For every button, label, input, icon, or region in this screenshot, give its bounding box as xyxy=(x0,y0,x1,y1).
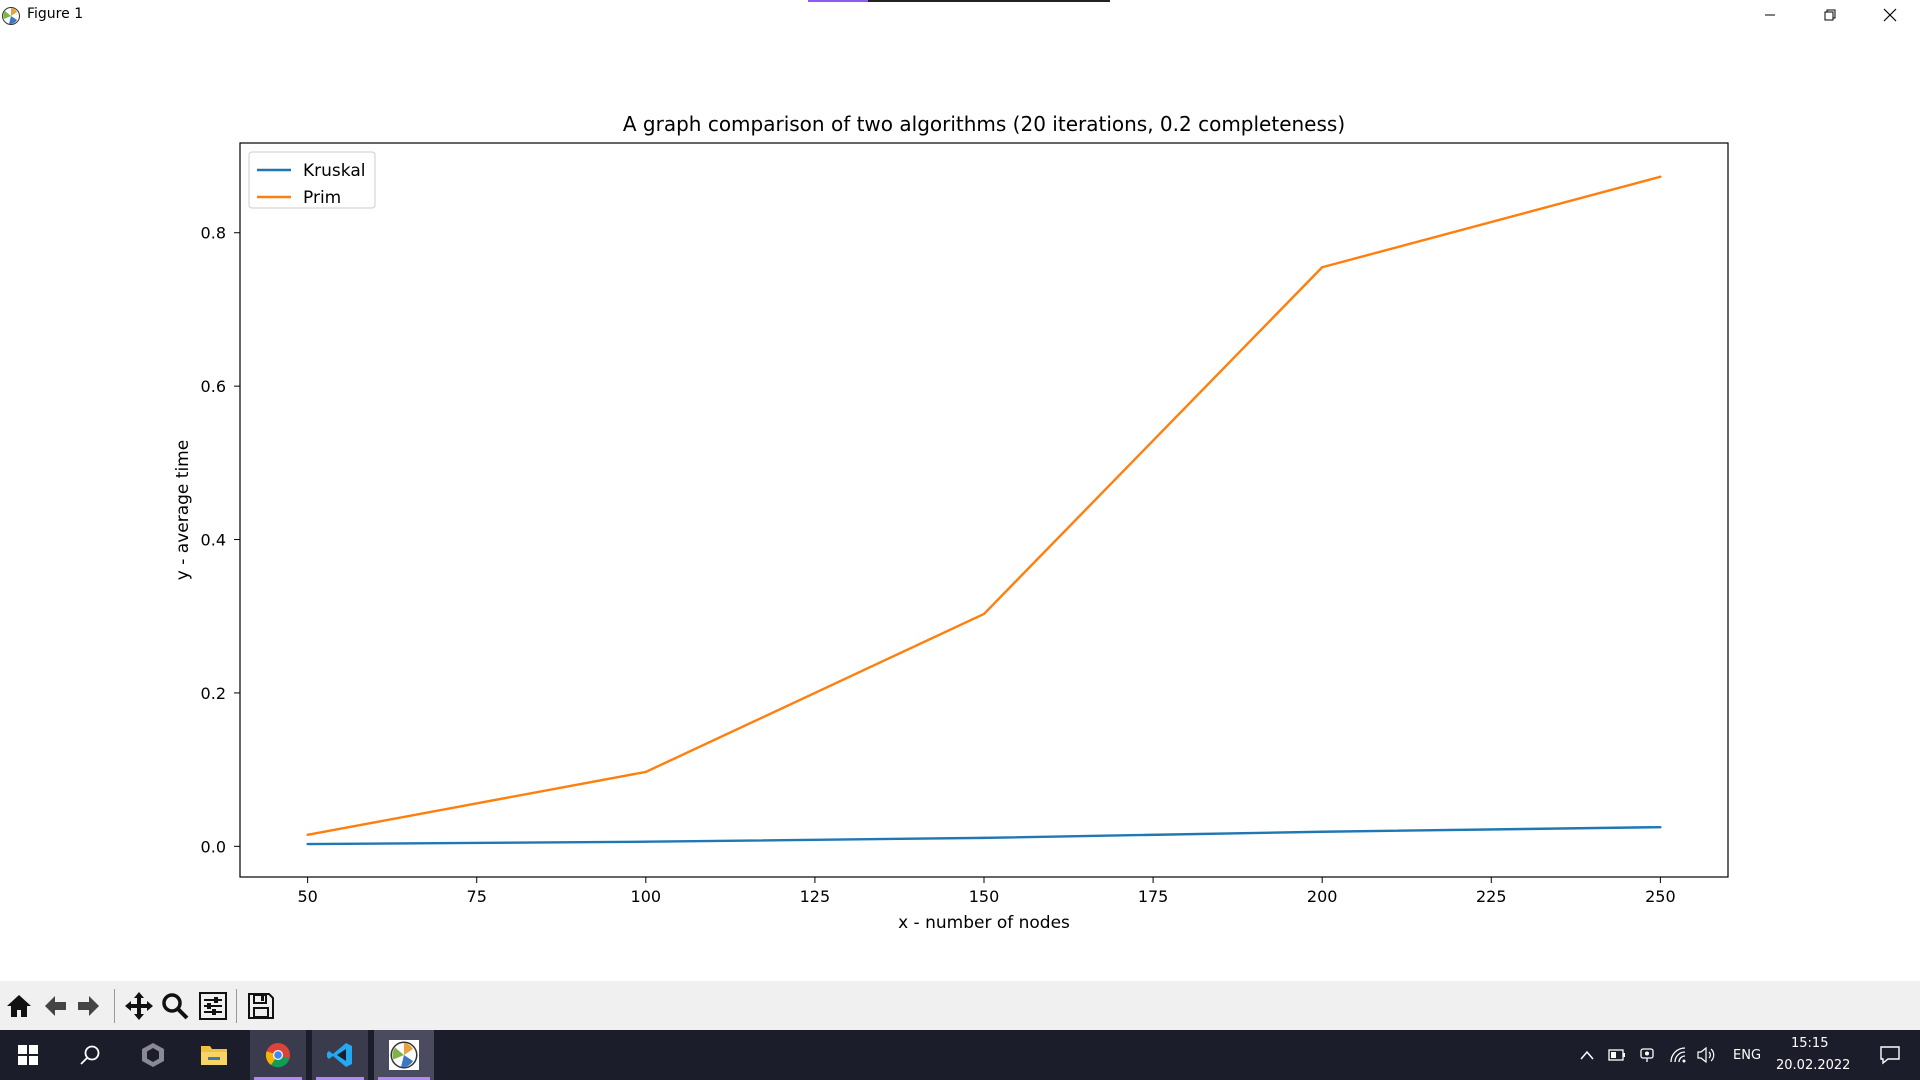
back-arrow-icon xyxy=(45,996,66,1016)
wifi-icon xyxy=(1670,1047,1686,1063)
home-button[interactable] xyxy=(2,989,36,1023)
series-line-prim xyxy=(307,175,1661,836)
legend-label-kruskal: Kruskal xyxy=(303,161,365,181)
close-button[interactable] xyxy=(1860,0,1920,30)
search-icon xyxy=(80,1045,100,1065)
x-axis-label: x - number of nodes xyxy=(898,913,1070,933)
figure-canvas: A graph comparison of two algorithms (20… xyxy=(173,112,1729,933)
zoom-icon xyxy=(162,993,189,1020)
action-center-button[interactable] xyxy=(1866,1030,1914,1080)
network-status[interactable] xyxy=(1664,1030,1692,1080)
data-point-kruskal xyxy=(306,842,309,846)
data-point-prim xyxy=(1320,266,1324,269)
y-axis-label: y - average time xyxy=(173,440,193,580)
x-tick-label: 250 xyxy=(1645,887,1676,906)
data-point-prim xyxy=(1659,175,1662,178)
axes-frame xyxy=(239,142,1729,878)
x-tick-label: 50 xyxy=(297,887,317,906)
data-point-prim xyxy=(982,612,986,616)
webcam-icon xyxy=(1640,1048,1654,1062)
taskbar-chrome[interactable] xyxy=(250,1030,306,1080)
home-icon xyxy=(7,995,31,1017)
save-button[interactable] xyxy=(244,989,278,1023)
toolbar-separator xyxy=(236,989,237,1023)
speaker-icon xyxy=(1697,1047,1715,1063)
clock-date[interactable]: 20.02.2022 xyxy=(1776,1058,1851,1073)
restore-icon xyxy=(1824,9,1836,21)
legend-label-prim: Prim xyxy=(303,188,341,208)
pan-icon xyxy=(125,992,153,1020)
data-point-kruskal xyxy=(644,840,648,843)
taskbar-vscode[interactable] xyxy=(312,1030,368,1080)
x-tick-label: 125 xyxy=(800,887,831,906)
windows-start-icon xyxy=(18,1045,38,1065)
chevron-up-icon xyxy=(1580,1050,1594,1060)
configure-subplots-icon xyxy=(199,992,227,1020)
x-tick-label: 75 xyxy=(467,887,487,906)
x-tick-label: 200 xyxy=(1307,887,1338,906)
data-point-kruskal xyxy=(1320,830,1324,833)
chart-title: A graph comparison of two algorithms (20… xyxy=(623,112,1345,136)
pan-button[interactable] xyxy=(122,989,156,1023)
window-titlebar: Figure 1 xyxy=(0,0,1920,30)
chrome-icon xyxy=(265,1043,290,1068)
data-point-prim xyxy=(306,833,309,837)
search-button[interactable] xyxy=(62,1030,118,1080)
y-tick-label: 0.2 xyxy=(201,684,226,703)
y-tick-label: 0.4 xyxy=(201,531,226,550)
unity-icon xyxy=(142,1043,164,1067)
legend-box xyxy=(248,151,376,209)
window-title: Figure 1 xyxy=(27,6,84,22)
data-point-prim xyxy=(644,770,648,774)
taskbar-unity[interactable] xyxy=(125,1030,181,1080)
minimize-button[interactable] xyxy=(1740,0,1800,30)
y-tick-label: 0.0 xyxy=(201,837,226,856)
language-indicator[interactable]: ENG xyxy=(1733,1048,1762,1063)
forward-arrow-icon xyxy=(78,996,99,1016)
x-tick-label: 175 xyxy=(1138,887,1169,906)
navigation-toolbar xyxy=(0,981,1920,1030)
matplotlib-icon xyxy=(1,6,21,26)
forward-button[interactable] xyxy=(72,989,106,1023)
restore-button[interactable] xyxy=(1800,0,1860,30)
x-tick-label: 100 xyxy=(631,887,662,906)
matplotlib-icon xyxy=(389,1040,419,1070)
toolbar-separator xyxy=(114,989,115,1023)
camera-status[interactable] xyxy=(1634,1030,1660,1080)
data-point-kruskal xyxy=(1659,825,1662,829)
start-button[interactable] xyxy=(0,1030,56,1080)
x-tick-label: 225 xyxy=(1476,887,1507,906)
data-point-kruskal xyxy=(982,836,986,840)
vscode-icon xyxy=(327,1043,352,1067)
battery-icon xyxy=(1608,1049,1625,1061)
file-explorer-icon xyxy=(201,1046,227,1065)
series-line-kruskal xyxy=(307,825,1661,846)
close-icon xyxy=(1883,8,1897,22)
tab-focus-indicator xyxy=(808,0,1110,2)
y-tick-label: 0.6 xyxy=(201,377,226,396)
taskbar-matplotlib[interactable] xyxy=(374,1030,434,1080)
volume-control[interactable] xyxy=(1692,1030,1720,1080)
y-tick-label: 0.8 xyxy=(201,224,226,243)
windows-taskbar: ENG 15:15 20.02.2022 xyxy=(0,1030,1920,1080)
configure-subplots-button[interactable] xyxy=(196,989,230,1023)
x-tick-label: 150 xyxy=(969,887,1000,906)
save-icon xyxy=(248,993,274,1019)
minimize-icon xyxy=(1765,14,1775,16)
taskbar-file-explorer[interactable] xyxy=(186,1030,242,1080)
tray-overflow-button[interactable] xyxy=(1574,1030,1600,1080)
notification-icon xyxy=(1880,1046,1900,1065)
back-button[interactable] xyxy=(38,989,72,1023)
battery-status[interactable] xyxy=(1604,1030,1630,1080)
clock-time[interactable]: 15:15 xyxy=(1791,1036,1829,1051)
zoom-button[interactable] xyxy=(158,989,192,1023)
